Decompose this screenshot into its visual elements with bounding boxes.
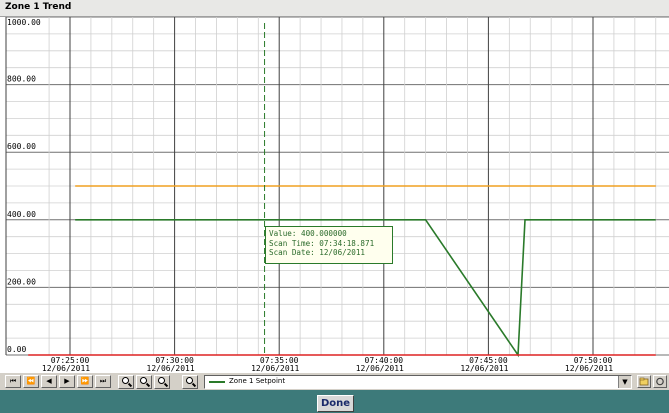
step-back-button[interactable]: ◀ <box>41 375 57 388</box>
next-page-button[interactable]: ⏩ <box>77 375 93 388</box>
settings-icon[interactable] <box>653 375 667 388</box>
pen-select-dropdown[interactable]: Zone 1 Setpoint ▼ <box>204 375 632 389</box>
zoom-box-button[interactable] <box>136 375 152 389</box>
x-tick-date: 12/06/2011 <box>42 364 90 372</box>
done-button[interactable]: Done <box>317 395 354 412</box>
x-tick-date: 12/06/2011 <box>251 364 299 372</box>
value-tooltip: Value: 400.000000 Scan Time: 07:34:18.87… <box>265 226 393 264</box>
x-tick-time: 07:35:00 <box>260 356 299 365</box>
y-tick-label: 400.00 <box>7 210 36 219</box>
x-tick-time: 07:30:00 <box>155 356 194 365</box>
pen-color-swatch <box>209 381 225 383</box>
trend-toolbar: ⏮ ⏪ ◀ ▶ ⏩ ⏭ Zone 1 Setpoint ▼ <box>0 372 669 390</box>
first-page-button[interactable]: ⏮ <box>5 375 21 388</box>
window-titlebar: Zone 1 Trend <box>0 0 669 17</box>
y-tick-label: 800.00 <box>7 75 36 84</box>
zoom-in-button[interactable] <box>118 375 134 389</box>
window-title: Zone 1 Trend <box>5 2 72 12</box>
x-tick-date: 12/06/2011 <box>356 364 404 372</box>
x-tick-time: 07:40:00 <box>365 356 404 365</box>
zoom-box-icon <box>140 377 147 384</box>
x-tick-time: 07:25:00 <box>51 356 90 365</box>
x-tick-date: 12/06/2011 <box>565 364 613 372</box>
tooltip-scan-date: Scan Date: 12/06/2011 <box>269 248 366 258</box>
x-tick-time: 07:45:00 <box>469 356 508 365</box>
step-forward-button[interactable]: ▶ <box>59 375 75 388</box>
previous-page-button[interactable]: ⏪ <box>23 375 39 388</box>
y-tick-label: 600.00 <box>7 142 36 151</box>
tooltip-scan-time: Scan Time: 07:34:18.871 <box>269 238 375 248</box>
zoom-reset-icon <box>186 377 193 384</box>
trend-chart[interactable]: 0.00 200.00 400.00 600.00 800.00 1000.00 07:25… <box>0 17 669 372</box>
x-tick-time: 07:50:00 <box>574 356 613 365</box>
zoom-out-button[interactable] <box>154 375 170 389</box>
pen-select-value: Zone 1 Setpoint <box>229 377 286 385</box>
x-tick-date: 12/06/2011 <box>460 364 508 372</box>
folder-icon[interactable] <box>637 375 651 388</box>
last-page-button[interactable]: ⏭ <box>95 375 111 388</box>
y-tick-label: 0.00 <box>7 345 26 354</box>
zoom-out-icon <box>158 377 165 384</box>
tooltip-value: Value: 400.000000 <box>269 229 347 238</box>
zoom-in-icon <box>122 377 129 384</box>
y-tick-label: 1000.00 <box>7 18 41 27</box>
x-tick-date: 12/06/2011 <box>147 364 195 372</box>
trend-chart-svg: 0.00 200.00 400.00 600.00 800.00 1000.00 07:25… <box>5 17 669 372</box>
zoom-reset-button[interactable] <box>182 375 198 389</box>
y-tick-label: 200.00 <box>7 277 36 286</box>
chevron-down-icon[interactable]: ▼ <box>618 376 631 388</box>
